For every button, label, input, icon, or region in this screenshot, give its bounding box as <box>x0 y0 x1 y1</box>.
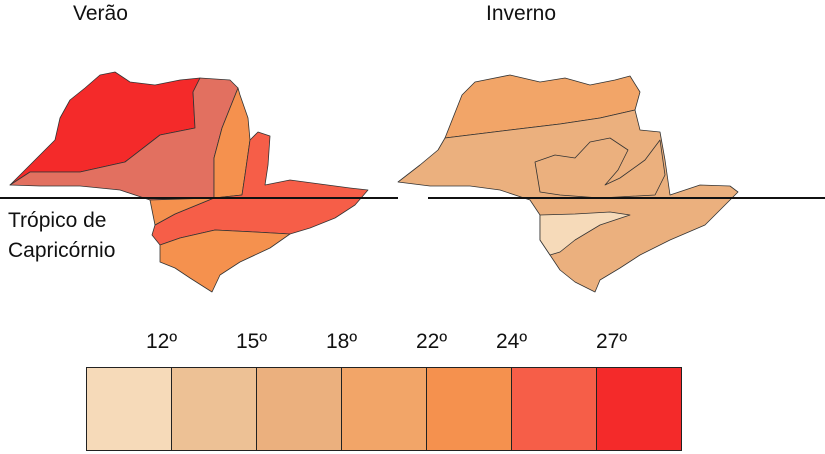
winter-region-15 <box>397 109 739 293</box>
legend-swatch <box>597 368 681 450</box>
winter-map-title: Inverno <box>486 2 557 25</box>
temperature-legend <box>86 367 682 451</box>
legend-swatch <box>427 368 512 450</box>
legend-tick-15: 15º <box>236 330 268 353</box>
maps-canvas <box>0 71 825 293</box>
legend-swatch <box>512 368 597 450</box>
tropic-label-line2: Capricórnio <box>8 239 116 262</box>
legend-tick-12: 12º <box>146 330 178 353</box>
legend-tick-27: 27º <box>596 330 628 353</box>
legend-swatch <box>257 368 342 450</box>
summer-map-title: Verão <box>73 2 128 25</box>
winter-map <box>397 74 739 293</box>
summer-region-22c <box>159 229 291 293</box>
winter-region-12 <box>539 211 631 256</box>
legend-tick-24: 24º <box>496 330 528 353</box>
summer-map <box>9 71 369 293</box>
tropic-label-line1: Trópico de <box>8 209 107 232</box>
legend-swatch <box>172 368 257 450</box>
legend-tick-18: 18º <box>326 330 358 353</box>
tropic-of-capricorn-label: Trópico de Capricórnio <box>8 206 115 266</box>
legend-tick-22: 22º <box>416 330 448 353</box>
legend-swatch <box>87 368 172 450</box>
legend-swatch <box>342 368 427 450</box>
